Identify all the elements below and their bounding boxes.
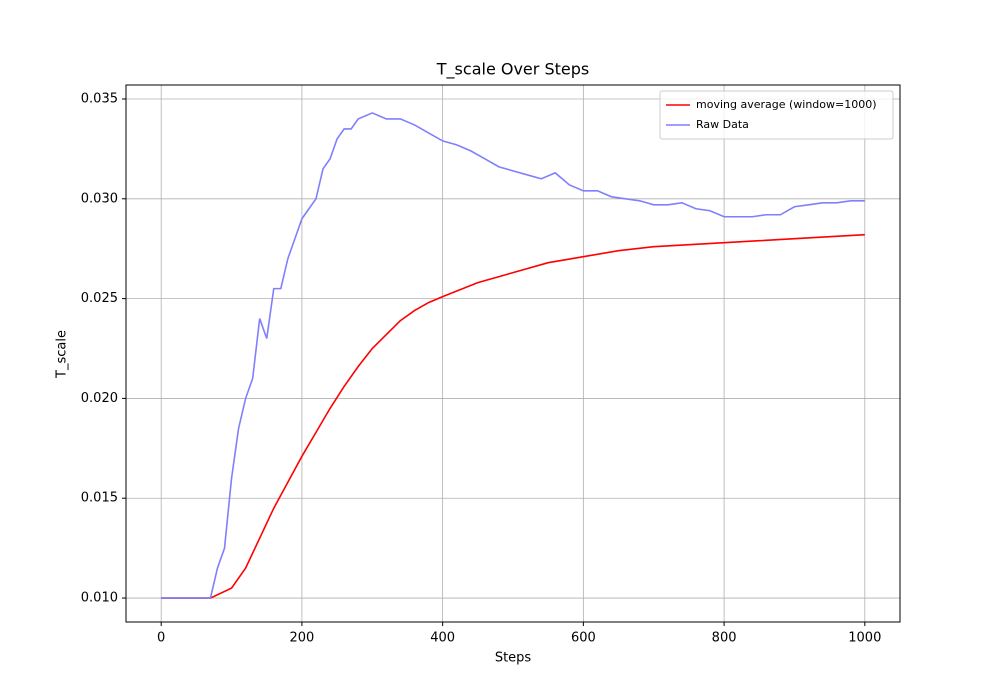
y-tick-label: 0.015: [81, 491, 118, 506]
x-axis-label: Steps: [495, 651, 532, 666]
x-tick-label: 1000: [848, 631, 881, 646]
plot-frame: [125, 84, 901, 623]
x-tick-label: 400: [430, 631, 455, 646]
x-tick-label: 0: [157, 631, 165, 646]
y-tick-label: 0.035: [81, 91, 118, 106]
x-tick-label: 200: [289, 631, 314, 646]
y-axis-label: T_scale: [55, 330, 70, 379]
legend-label: moving average (window=1000): [696, 98, 877, 111]
x-tick-label: 800: [712, 631, 737, 646]
data-line: [161, 233, 865, 599]
y-tick-label: 0.025: [81, 291, 118, 306]
data-line: [161, 112, 865, 599]
y-tick-label: 0.030: [81, 191, 118, 206]
chart-title: T_scale Over Steps: [436, 60, 589, 80]
legend-label: Raw Data: [696, 118, 749, 131]
y-tick-label: 0.020: [81, 391, 118, 406]
legend-box: [659, 90, 894, 140]
y-tick-label: 0.010: [81, 591, 118, 606]
x-tick-label: 600: [571, 631, 596, 646]
